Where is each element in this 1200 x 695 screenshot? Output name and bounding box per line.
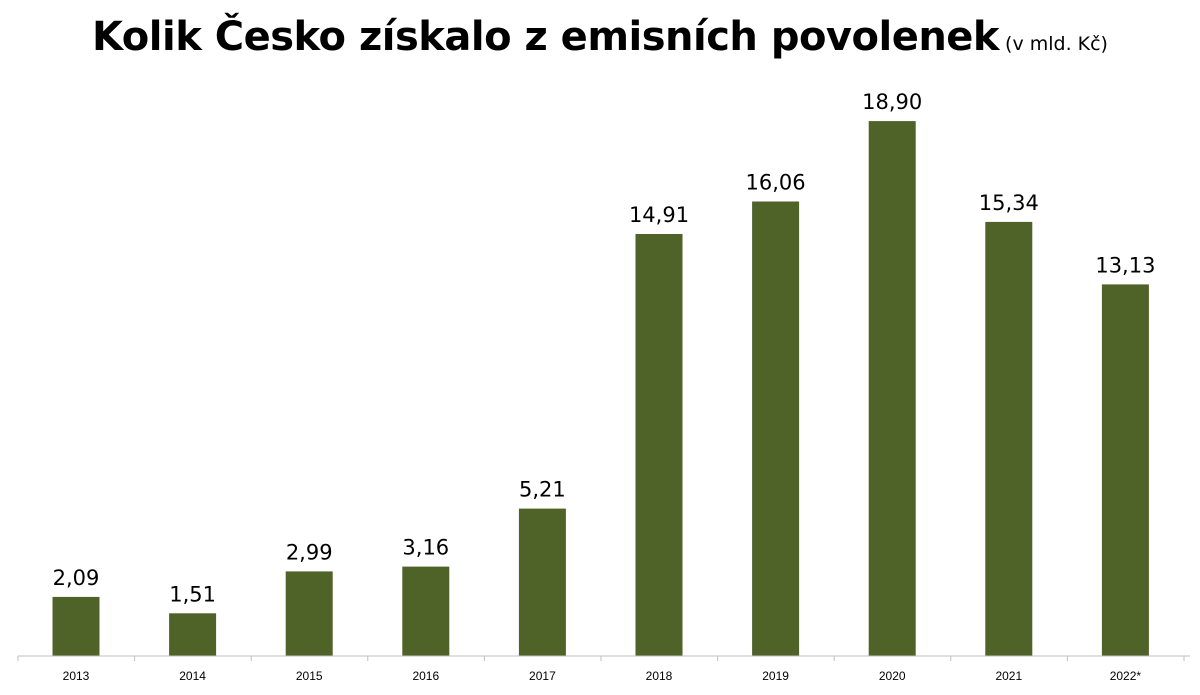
x-tick-label-2021: 2021 <box>995 669 1022 683</box>
x-tick-labels-group: 2013 2014 2015 2016 2017 2018 2019 2020 2021 2022… <box>63 669 1142 683</box>
x-tick-label-2019: 2019 <box>762 669 789 683</box>
x-tick-label-2020: 2020 <box>879 669 906 683</box>
x-tick-label-2016: 2016 <box>412 669 439 683</box>
x-tick-label-2018: 2018 <box>646 669 673 683</box>
x-ticks-group <box>17 656 1185 661</box>
value-labels-group: 2,09 1,51 2,99 3,16 5,21 14,91 16,06 18,90 15,34… <box>53 90 1156 606</box>
value-label-2015: 2,99 <box>286 540 333 564</box>
bar-2020 <box>868 121 916 657</box>
bar-2015 <box>285 571 333 656</box>
bar-2021 <box>985 221 1033 656</box>
x-tick-label-2022*: 2022* <box>1110 669 1142 683</box>
x-tick-label-2015: 2015 <box>296 669 323 683</box>
value-label-2018: 14,91 <box>629 203 689 227</box>
value-label-2014: 1,51 <box>169 582 216 606</box>
value-label-2022*: 13,13 <box>1095 253 1155 277</box>
value-label-2021: 15,34 <box>979 191 1039 215</box>
value-label-2013: 2,09 <box>53 566 100 590</box>
x-tick-label-2017: 2017 <box>529 669 556 683</box>
bar-2013 <box>52 596 100 656</box>
bar-2022* <box>1101 284 1149 656</box>
chart-subtitle: (v mld. Kč) <box>1005 33 1108 55</box>
x-tick-label-2014: 2014 <box>179 669 206 683</box>
bar-2016 <box>402 566 450 656</box>
value-label-2020: 18,90 <box>862 90 922 114</box>
value-label-2016: 3,16 <box>402 536 449 560</box>
bar-2017 <box>518 508 566 656</box>
x-tick-label-2013: 2013 <box>63 669 90 683</box>
bars-group <box>52 121 1149 657</box>
value-label-2019: 16,06 <box>746 171 806 195</box>
chart-title: Kolik Česko získalo z emisních povolenek <box>92 14 1000 60</box>
bar-2014 <box>169 613 217 656</box>
bar-2018 <box>635 234 683 656</box>
bar-2019 <box>752 201 800 656</box>
value-label-2017: 5,21 <box>519 478 566 502</box>
chart-title-row: Kolik Česko získalo z emisních povolenek… <box>0 14 1200 60</box>
